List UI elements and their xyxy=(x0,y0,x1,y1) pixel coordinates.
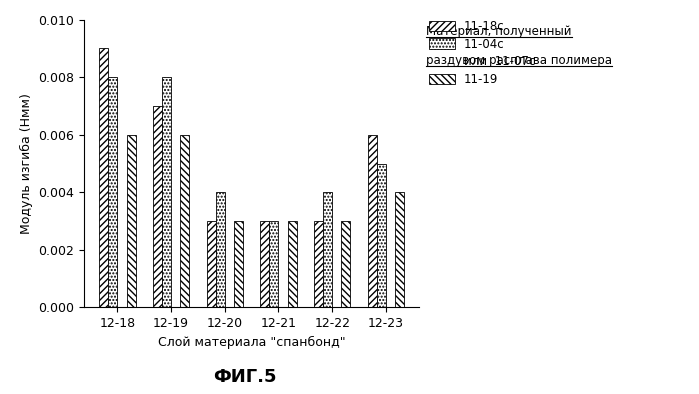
Text: Материал, полученный: Материал, полученный xyxy=(0,393,1,394)
Bar xyxy=(180,135,189,307)
Y-axis label: Модуль изгиба (Нмм): Модуль изгиба (Нмм) xyxy=(20,93,33,234)
Bar xyxy=(206,221,216,307)
X-axis label: Слой материала "спанбонд": Слой материала "спанбонд" xyxy=(158,336,345,349)
Bar xyxy=(99,48,108,307)
Bar xyxy=(287,221,297,307)
Text: раздувом расплава полимера: раздувом расплава полимера xyxy=(426,54,612,67)
Text: Материал, полученный: Материал, полученный xyxy=(426,26,572,39)
Text: ФИГ.5: ФИГ.5 xyxy=(213,368,276,386)
Bar xyxy=(234,221,243,307)
Bar xyxy=(162,77,171,307)
Text: раздувом расплава полимера: раздувом расплава полимера xyxy=(0,393,1,394)
Bar xyxy=(269,221,278,307)
Bar xyxy=(323,192,332,307)
Bar xyxy=(395,192,404,307)
Bar xyxy=(127,135,136,307)
Bar xyxy=(260,221,269,307)
Bar xyxy=(341,221,350,307)
Bar xyxy=(108,77,117,307)
Legend: 11-18с, 11-04с, или  11-07с, 11-19: 11-18с, 11-04с, или 11-07с, 11-19 xyxy=(428,20,535,86)
Bar xyxy=(153,106,162,307)
Bar xyxy=(368,135,377,307)
Bar xyxy=(377,164,386,307)
Bar xyxy=(216,192,225,307)
Bar xyxy=(314,221,323,307)
